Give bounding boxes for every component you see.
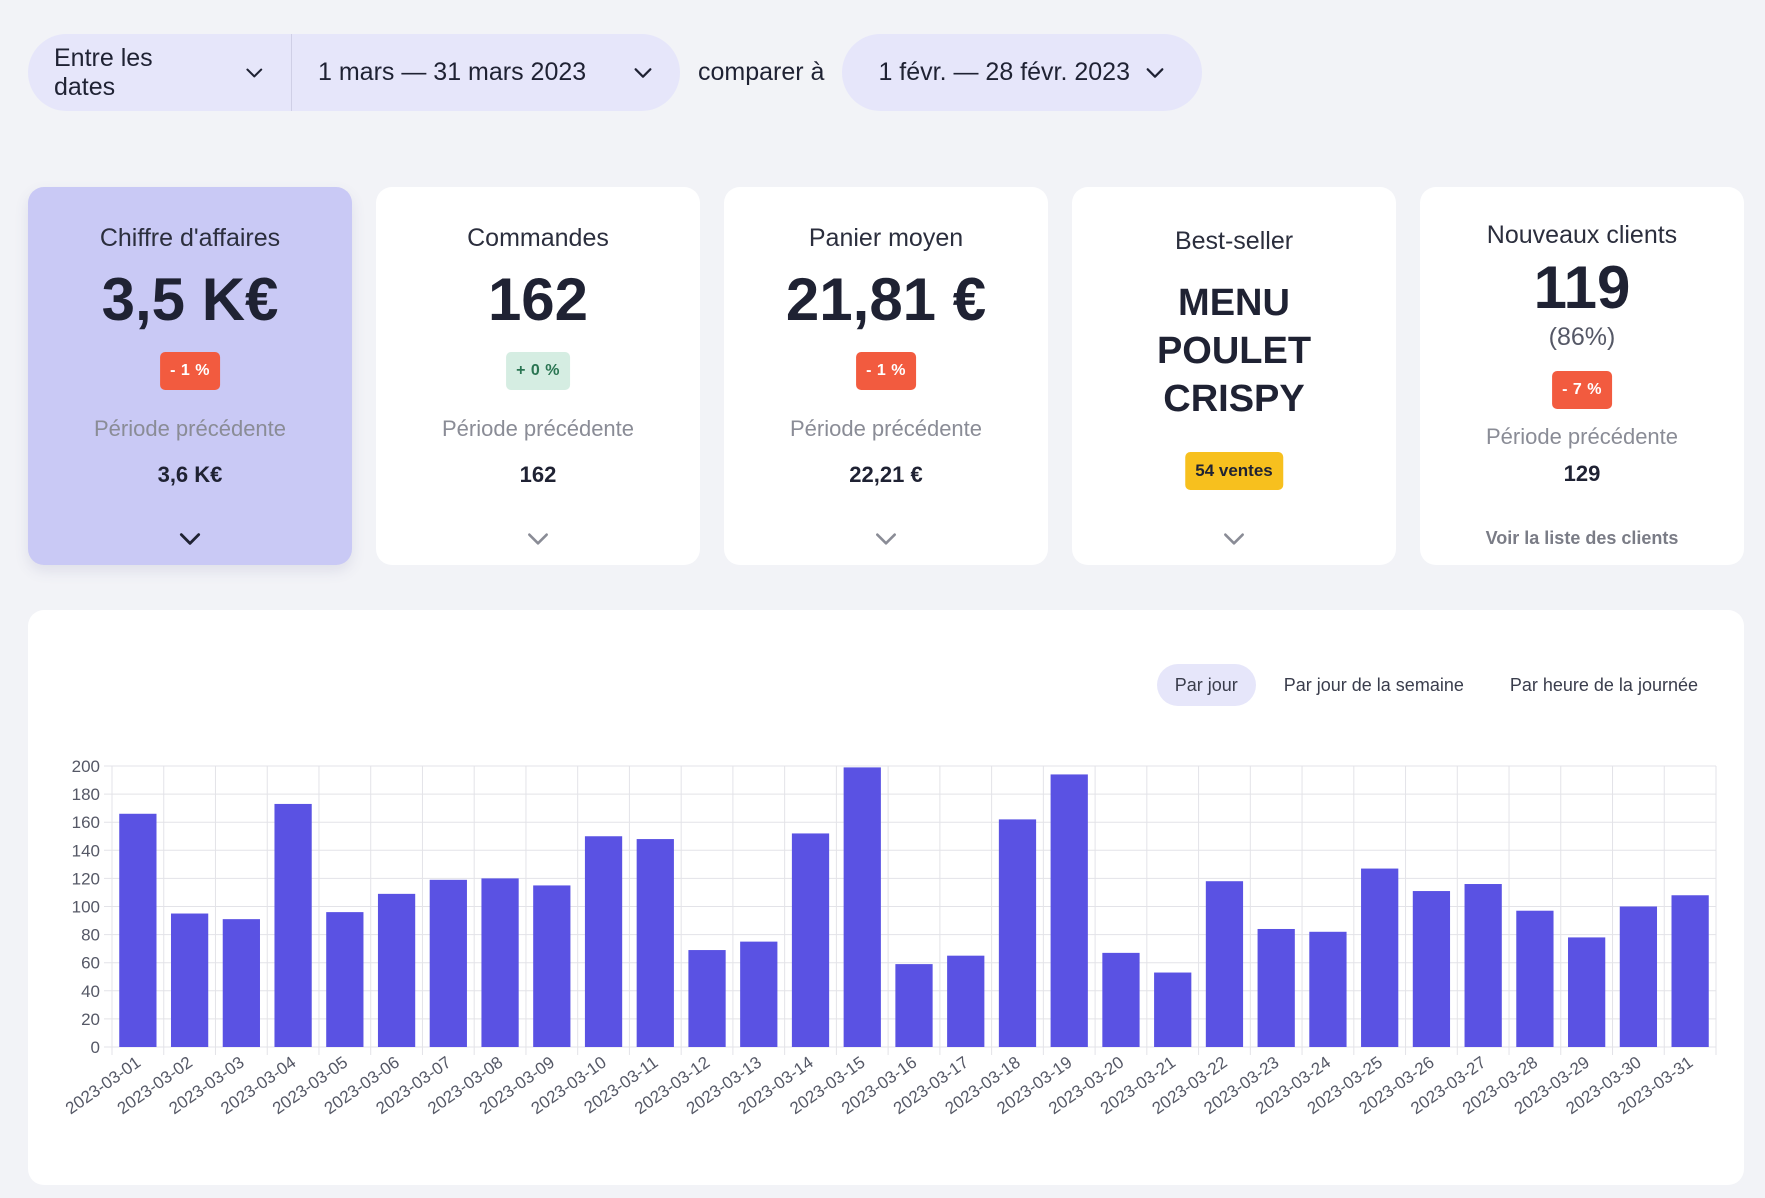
date-mode-dropdown[interactable]: Entre les dates — [28, 34, 291, 111]
trend-badge: - 7 % — [1552, 371, 1612, 409]
y-tick-label: 180 — [72, 785, 100, 804]
y-tick-label: 200 — [72, 757, 100, 776]
chart-bar — [1412, 891, 1451, 1047]
chevron-down-icon — [246, 68, 263, 77]
chart-bar — [377, 893, 416, 1047]
trend-badge: - 1 % — [856, 352, 916, 390]
previous-period-label: Période précédente — [789, 416, 983, 441]
chart-bar — [740, 941, 778, 1047]
previous-period-label: Période précédente — [93, 416, 287, 441]
compare-range-label: 1 févr. — 28 févr. 2023 — [878, 58, 1130, 86]
client-list-link[interactable]: Voir la liste des clients — [1485, 528, 1679, 548]
chart-bar — [636, 839, 674, 1047]
chart-bar — [170, 913, 209, 1047]
chart-bar — [1568, 937, 1606, 1047]
trend-badge: + 0 % — [506, 352, 570, 390]
chart-bar — [1619, 906, 1658, 1047]
date-range-pill: Entre les dates 1 mars — 31 mars 2023 — [28, 34, 680, 111]
y-tick-label: 80 — [81, 926, 100, 945]
bestseller-name-line: CRISPY — [1163, 378, 1305, 420]
revenue-bar-chart: 0204060801001201401601802002023-03-01202… — [62, 757, 1717, 1118]
y-tick-label: 160 — [72, 813, 100, 832]
kpi-title: Best-seller — [1174, 227, 1294, 255]
chevron-down-icon[interactable] — [873, 526, 899, 552]
sales-count-badge: 54 ventes — [1185, 452, 1283, 490]
chart-bar — [481, 878, 519, 1047]
date-range-label: 1 mars — 31 mars 2023 — [318, 58, 587, 86]
chart-bar — [274, 803, 312, 1047]
chart-bar — [1464, 884, 1502, 1047]
y-tick-label: 60 — [81, 954, 100, 973]
chart-bar — [1671, 895, 1709, 1047]
y-tick-label: 20 — [81, 1010, 100, 1029]
y-tick-label: 0 — [91, 1038, 100, 1057]
y-tick-label: 140 — [72, 841, 100, 860]
bestseller-name: MENU POULET CRISPY — [1072, 279, 1396, 423]
kpi-title: Panier moyen — [808, 224, 964, 252]
previous-period-value: 22,21 € — [849, 462, 923, 487]
chart-bar — [1257, 928, 1295, 1047]
kpi-value: 162 — [487, 266, 589, 333]
new-clients-percent: (86%) — [1548, 323, 1616, 351]
compare-range-dropdown[interactable]: 1 févr. — 28 févr. 2023 — [842, 34, 1202, 111]
previous-period-label: Période précédente — [1485, 424, 1679, 449]
tab-per-hour[interactable]: Par heure de la journée — [1509, 675, 1698, 695]
bestseller-name-line: POULET — [1156, 330, 1312, 372]
chart-bar — [533, 885, 571, 1047]
chevron-down-icon — [1146, 67, 1164, 78]
kpi-title: Commandes — [467, 224, 609, 252]
chart-bar — [895, 964, 933, 1047]
kpi-card-new-clients[interactable]: Nouveaux clients 119 (86%) - 7 % Période… — [1420, 187, 1744, 565]
chart-bar — [429, 879, 467, 1047]
previous-period-value: 3,6 K€ — [157, 462, 223, 487]
kpi-card-revenue[interactable]: Chiffre d'affaires 3,5 K€ - 1 % Période … — [28, 187, 352, 565]
kpi-value: 21,81 € — [785, 266, 987, 333]
y-tick-label: 100 — [72, 898, 100, 917]
kpi-card-bestseller[interactable]: Best-seller MENU POULET CRISPY 54 ventes — [1072, 187, 1396, 565]
date-mode-label: Entre les dates — [54, 43, 153, 101]
previous-period-value: 129 — [1563, 461, 1601, 486]
chart-bar — [1102, 952, 1140, 1047]
chart-bar — [843, 767, 881, 1047]
chart-bar — [584, 836, 623, 1047]
kpi-value: 3,5 K€ — [101, 266, 279, 333]
chart-bar — [1361, 868, 1399, 1047]
previous-period-label: Période précédente — [441, 416, 635, 441]
chart-bar — [1050, 774, 1088, 1047]
trend-badge: - 1 % — [160, 352, 220, 390]
chart-bar — [1516, 910, 1554, 1047]
chart-bar — [998, 819, 1037, 1047]
chart-bar — [222, 919, 260, 1047]
chart-bar — [1309, 931, 1347, 1047]
chart-panel: 0 20 40 60 80 100 120 140 160 180 200 2023-03-01 202… — [28, 610, 1744, 1185]
chevron-down-icon[interactable] — [177, 526, 203, 552]
tab-per-weekday[interactable]: Par jour de la semaine — [1283, 675, 1464, 695]
date-range-dropdown[interactable]: 1 mars — 31 mars 2023 — [291, 34, 680, 111]
chart-bar — [1205, 881, 1244, 1047]
chart-bar — [947, 955, 985, 1047]
y-tick-label: 120 — [72, 869, 100, 888]
chart-bar — [1154, 972, 1192, 1047]
kpi-title: Nouveaux clients — [1486, 221, 1678, 249]
compare-label: comparer à — [698, 58, 825, 86]
kpi-card-orders[interactable]: Commandes 162 + 0 % Période précédente 1… — [376, 187, 700, 565]
chart-bar — [326, 912, 364, 1047]
kpi-row: Chiffre d'affaires 3,5 K€ - 1 % Période … — [28, 187, 1744, 565]
date-filter-bar: Entre les dates 1 mars — 31 mars 2023 co… — [28, 34, 1202, 111]
chart-granularity-tabs: Par jour Par jour de la semaine Par heur… — [1156, 664, 1716, 706]
chart-bar — [791, 833, 830, 1047]
kpi-card-average-basket[interactable]: Panier moyen 21,81 € - 1 % Période précé… — [724, 187, 1048, 565]
chevron-down-icon — [634, 67, 652, 78]
chart-bar — [688, 950, 726, 1047]
chevron-down-icon[interactable] — [1221, 526, 1247, 552]
tab-per-day[interactable]: Par jour — [1156, 664, 1256, 706]
chevron-down-icon[interactable] — [525, 526, 551, 552]
chart-bar — [119, 813, 157, 1047]
bestseller-name-line: MENU — [1178, 282, 1290, 324]
kpi-value: 119 — [1533, 254, 1631, 321]
previous-period-value: 162 — [519, 462, 557, 487]
y-tick-label: 40 — [81, 982, 100, 1001]
kpi-title: Chiffre d'affaires — [99, 224, 281, 252]
